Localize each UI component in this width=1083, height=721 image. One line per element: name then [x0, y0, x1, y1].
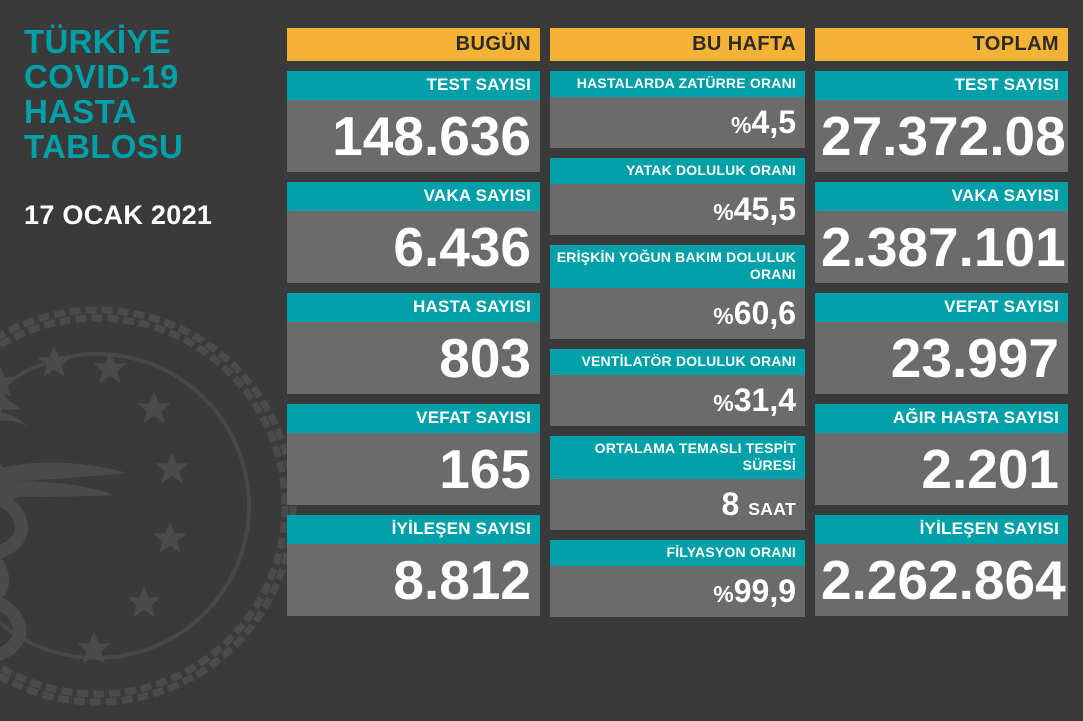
page-title-line-2: COVID-19: [24, 58, 179, 95]
stat-value: %45,5: [550, 184, 805, 235]
stat-value: 8 SAAT: [550, 479, 805, 530]
stat-label: YATAK DOLULUK ORANI: [550, 158, 805, 184]
percent-sign: %: [713, 303, 734, 329]
stat-label: HASTA SAYISI: [287, 293, 540, 322]
page-title: TÜRKİYE COVID-19 HASTA TABLOSU: [24, 24, 274, 164]
stat-label: ERİŞKİN YOĞUN BAKIM DOLULUK ORANI: [550, 245, 805, 288]
stat-value: 165: [287, 433, 540, 505]
stat-card: TEST SAYISI 148.636: [287, 71, 540, 172]
stat-value: %4,5: [550, 97, 805, 148]
stat-value: 2.387.101: [815, 211, 1068, 283]
stat-label: VAKA SAYISI: [287, 182, 540, 211]
column-bu-hafta: BU HAFTA HASTALARDA ZATÜRRE ORANI %4,5 Y…: [550, 28, 805, 617]
stat-card: TEST SAYISI 27.372.081: [815, 71, 1068, 172]
stat-label: HASTALARDA ZATÜRRE ORANI: [550, 71, 805, 97]
stat-card: İYİLEŞEN SAYISI 2.262.864: [815, 515, 1068, 616]
stat-label: VAKA SAYISI: [815, 182, 1068, 211]
stat-value: 2.201: [815, 433, 1068, 505]
stat-card: VEFAT SAYISI 165: [287, 404, 540, 505]
stat-label: VEFAT SAYISI: [815, 293, 1068, 322]
stat-value: 27.372.081: [815, 100, 1068, 172]
page-title-line-4: TABLOSU: [24, 128, 184, 165]
column-header-toplam: TOPLAM: [815, 28, 1068, 61]
stat-card: YATAK DOLULUK ORANI %45,5: [550, 158, 805, 235]
stat-card: HASTALARDA ZATÜRRE ORANI %4,5: [550, 71, 805, 148]
dashboard-board: TÜRKİYE COVID-19 HASTA TABLOSU 17 OCAK 2…: [0, 24, 1068, 706]
stat-label: TEST SAYISI: [287, 71, 540, 100]
stat-value: 23.997: [815, 322, 1068, 394]
stat-value: 8.812: [287, 544, 540, 616]
stat-card: VAKA SAYISI 2.387.101: [815, 182, 1068, 283]
stat-card: AĞIR HASTA SAYISI 2.201: [815, 404, 1068, 505]
stat-value: 148.636: [287, 100, 540, 172]
page-title-line-3: HASTA: [24, 93, 137, 130]
stat-card: VAKA SAYISI 6.436: [287, 182, 540, 283]
ministry-of-health-emblem-watermark: [0, 291, 312, 721]
stat-value: %60,6: [550, 288, 805, 339]
stat-card: HASTA SAYISI 803: [287, 293, 540, 394]
stat-value: %31,4: [550, 375, 805, 426]
stat-label: FİLYASYON ORANI: [550, 540, 805, 566]
stat-value: 2.262.864: [815, 544, 1068, 616]
stat-label: VENTİLATÖR DOLULUK ORANI: [550, 349, 805, 375]
value-unit: SAAT: [748, 499, 796, 519]
stat-card: ERİŞKİN YOĞUN BAKIM DOLULUK ORANI %60,6: [550, 245, 805, 339]
column-header-bu-hafta: BU HAFTA: [550, 28, 805, 61]
percent-sign: %: [731, 112, 752, 138]
percent-sign: %: [713, 199, 734, 225]
column-bugun: BUGÜN TEST SAYISI 148.636 VAKA SAYISI 6.…: [287, 28, 540, 616]
stat-value: 6.436: [287, 211, 540, 283]
stat-card: ORTALAMA TEMASLI TESPİT SÜRESİ 8 SAAT: [550, 436, 805, 530]
stat-label: TEST SAYISI: [815, 71, 1068, 100]
stat-label: ORTALAMA TEMASLI TESPİT SÜRESİ: [550, 436, 805, 479]
stat-card: FİLYASYON ORANI %99,9: [550, 540, 805, 617]
column-header-bugun: BUGÜN: [287, 28, 540, 61]
stat-label: VEFAT SAYISI: [287, 404, 540, 433]
percent-sign: %: [713, 581, 734, 607]
stat-card: VENTİLATÖR DOLULUK ORANI %31,4: [550, 349, 805, 426]
column-toplam: TOPLAM TEST SAYISI 27.372.081 VAKA SAYIS…: [815, 28, 1068, 616]
page-title-line-1: TÜRKİYE: [24, 23, 171, 60]
stat-label: İYİLEŞEN SAYISI: [815, 515, 1068, 544]
stat-card: İYİLEŞEN SAYISI 8.812: [287, 515, 540, 616]
report-date: 17 OCAK 2021: [24, 200, 213, 230]
title-panel: TÜRKİYE COVID-19 HASTA TABLOSU 17 OCAK 2…: [24, 24, 274, 231]
stat-value: 803: [287, 322, 540, 394]
percent-sign: %: [713, 390, 734, 416]
stat-value: %99,9: [550, 566, 805, 617]
stat-label: AĞIR HASTA SAYISI: [815, 404, 1068, 433]
stat-label: İYİLEŞEN SAYISI: [287, 515, 540, 544]
stat-card: VEFAT SAYISI 23.997: [815, 293, 1068, 394]
